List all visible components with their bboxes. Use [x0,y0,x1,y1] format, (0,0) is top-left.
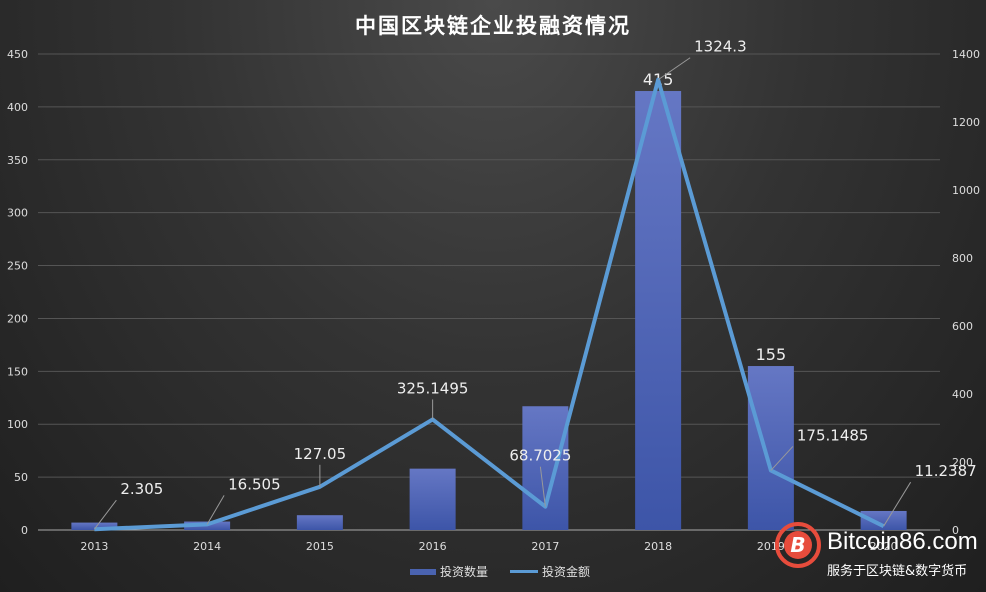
svg-text:2020: 2020 [870,540,898,553]
line-swatch-icon [510,570,539,573]
bar [635,91,682,531]
svg-text:0: 0 [952,524,959,537]
svg-text:16.505: 16.505 [228,475,281,493]
svg-text:100: 100 [7,418,28,431]
svg-text:2018: 2018 [644,540,672,553]
svg-text:2013: 2013 [80,540,108,553]
svg-text:11.2387: 11.2387 [915,462,977,480]
svg-text:2017: 2017 [531,540,559,553]
legend: 投资数量 投资金额 [410,563,590,580]
svg-text:1200: 1200 [952,116,980,129]
bar [71,522,118,530]
bar [296,515,343,530]
svg-text:68.7025: 68.7025 [509,447,571,465]
amount-line [94,77,885,532]
svg-text:325.1495: 325.1495 [397,379,469,397]
svg-text:2014: 2014 [193,540,221,553]
svg-text:127.05: 127.05 [294,445,347,463]
svg-text:200: 200 [952,456,973,469]
svg-text:400: 400 [7,101,28,114]
svg-text:300: 300 [7,207,28,220]
svg-text:600: 600 [952,320,973,333]
svg-text:800: 800 [952,252,973,265]
bar-swatch-icon [410,568,436,575]
legend-item-amount: 投资金额 [510,563,590,580]
svg-text:0: 0 [21,524,28,537]
watermark-tagline: 服务于区块链&数字货币 [827,564,968,579]
svg-text:2015: 2015 [306,540,334,553]
svg-text:450: 450 [7,48,28,61]
svg-text:250: 250 [7,260,28,273]
chart-title: 中国区块链企业投融资情况 [355,13,631,38]
svg-text:2016: 2016 [419,540,447,553]
svg-text:1400: 1400 [952,48,980,61]
svg-text:400: 400 [952,388,973,401]
svg-text:155: 155 [756,345,787,364]
svg-text:2.305: 2.305 [120,480,163,498]
legend-label-amount: 投资金额 [542,565,591,579]
svg-text:175.1485: 175.1485 [797,426,869,444]
svg-text:1000: 1000 [952,184,980,197]
svg-text:350: 350 [7,154,28,167]
svg-text:200: 200 [7,312,28,325]
svg-text:50: 50 [14,471,28,484]
bar [409,468,456,530]
svg-text:150: 150 [7,365,28,378]
legend-item-count: 投资数量 [410,563,488,580]
bar [522,406,569,530]
bar [860,510,907,530]
legend-label-count: 投资数量 [440,565,489,579]
bitcoin-logo-icon: B [775,522,821,568]
bar [747,366,794,530]
watermark: B Bitcoin86.com 服务于区块链&数字货币 [775,522,986,592]
watermark-name: Bitcoin86.com [827,528,978,555]
svg-text:1324.3: 1324.3 [694,38,747,56]
